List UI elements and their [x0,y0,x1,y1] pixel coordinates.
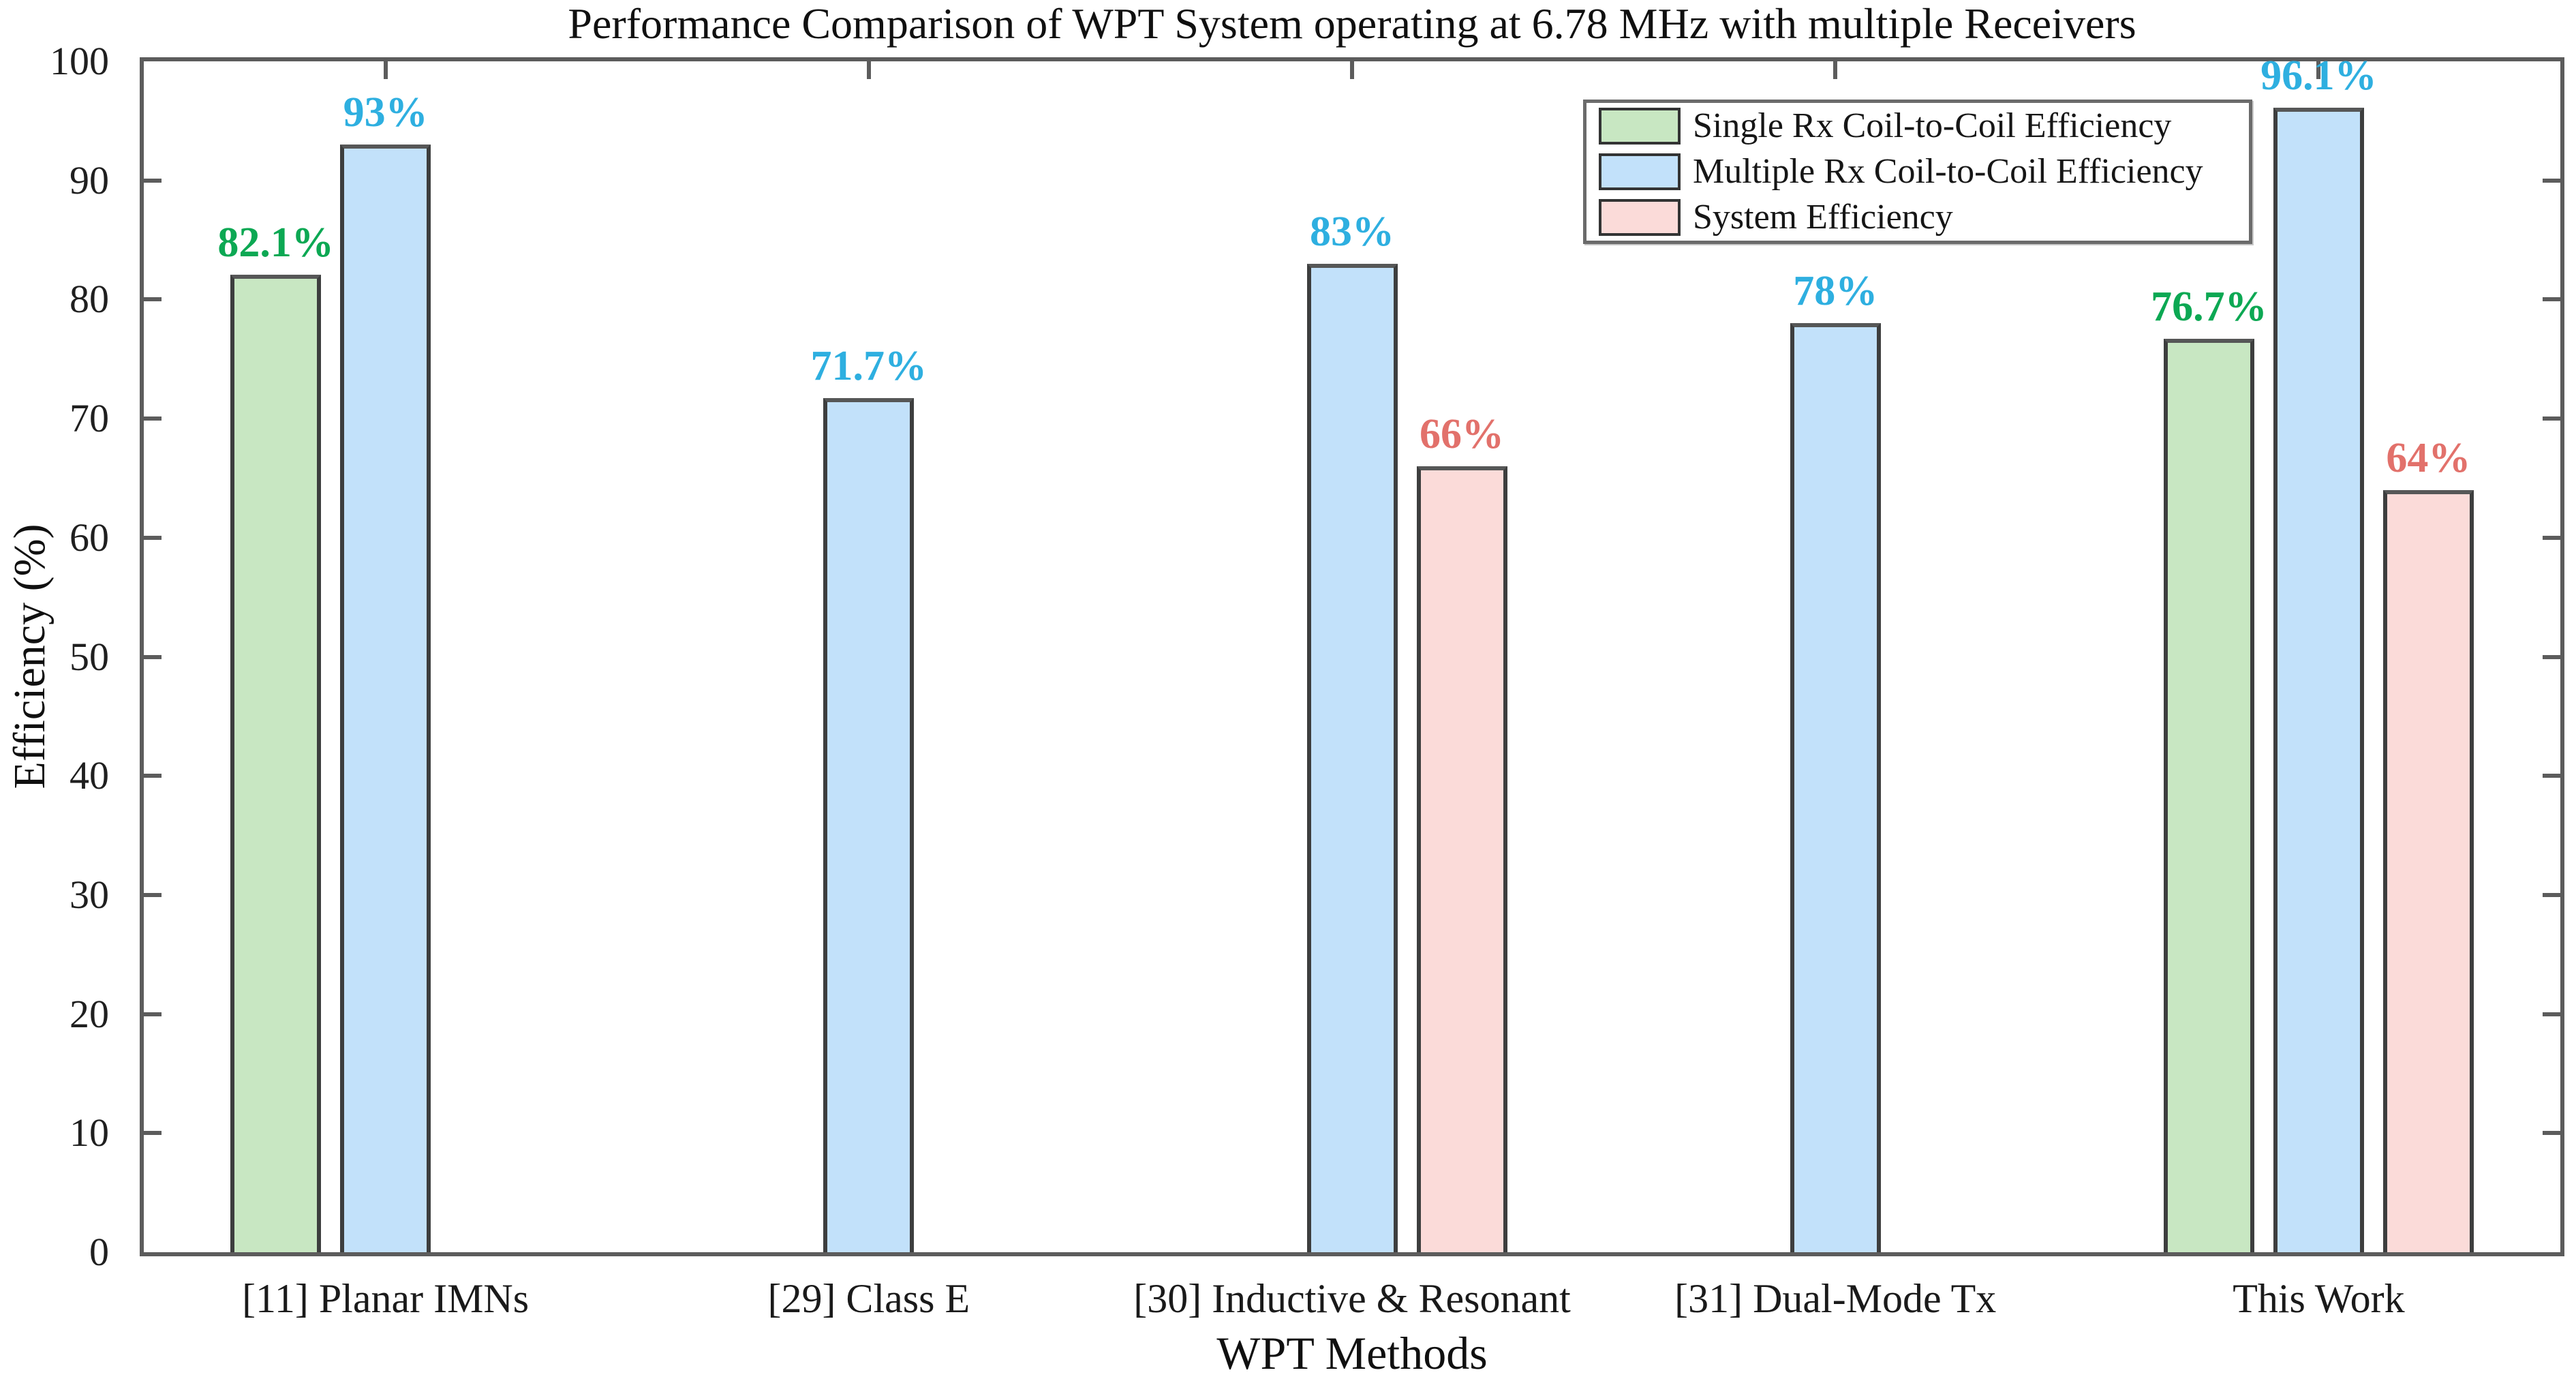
y-tick-mark [2543,1012,2560,1016]
bar-single [230,274,322,1252]
y-tick-label: 40 [70,753,109,798]
y-tick-mark [2543,654,2560,659]
y-tick-mark [144,892,162,897]
legend-item-single: Single Rx Coil-to-Coil Efficiency [1586,104,2249,149]
bar-value-label: 71.7% [810,343,927,390]
y-tick-label: 30 [70,872,109,917]
y-tick-label: 100 [50,39,109,83]
y-tick-mark [2543,774,2560,778]
legend-swatch-multiple-rx [1599,153,1681,190]
x-tick-mark [383,61,388,79]
bar-single [2163,339,2254,1252]
bar-value-label: 96.1% [2260,52,2377,100]
y-tick-mark [144,1131,162,1136]
bar-value-label: 76.7% [2151,284,2267,331]
bar-value-label: 64% [2386,434,2471,481]
y-tick-label: 20 [70,991,109,1036]
bar-value-label: 82.1% [217,219,334,266]
bar-multiple [1790,323,1881,1252]
bar-multiple [823,398,915,1252]
y-tick-mark [144,178,162,183]
x-category-label: [30] Inductive & Resonant [1133,1276,1571,1321]
y-tick-mark [2543,178,2560,183]
y-tick-mark [2543,297,2560,302]
chart-title: Performance Comparison of WPT System ope… [568,0,2136,48]
y-tick-mark [2543,1131,2560,1136]
y-tick-mark [2543,416,2560,421]
legend-item-system: System Efficiency [1586,195,2249,240]
x-axis-title: WPT Methods [1216,1327,1488,1379]
x-category-label: [31] Dual-Mode Tx [1674,1276,1997,1321]
legend-swatch-system [1599,199,1681,236]
y-tick-label: 90 [70,157,109,202]
bar-value-label: 83% [1310,208,1394,255]
x-category-label: [11] Planar IMNs [242,1276,530,1321]
legend-label-single-rx: Single Rx Coil-to-Coil Efficiency [1693,106,2172,145]
legend: Single Rx Coil-to-Coil Efficiency Multip… [1583,100,2252,244]
y-tick-label: 80 [70,277,109,322]
y-tick-mark [144,297,162,302]
bar-value-label: 93% [343,89,428,136]
bar-multiple [2273,108,2364,1252]
x-tick-mark [1350,61,1354,79]
y-tick-mark [2543,535,2560,540]
y-tick-mark [144,1012,162,1016]
legend-label-system: System Efficiency [1693,198,1953,237]
y-tick-mark [144,654,162,659]
bar-system [2382,489,2474,1252]
y-tick-label: 50 [70,634,109,679]
x-category-label: This Work [2233,1276,2405,1321]
legend-label-multiple-rx: Multiple Rx Coil-to-Coil Efficiency [1693,152,2203,191]
bar-value-label: 66% [1420,410,1504,457]
bar-value-label: 78% [1793,268,1878,315]
y-tick-label: 60 [70,515,109,560]
bar-multiple [340,145,431,1252]
y-tick-mark [144,774,162,778]
y-tick-mark [144,416,162,421]
x-tick-mark [2316,61,2321,79]
legend-item-multiple: Multiple Rx Coil-to-Coil Efficiency [1586,149,2249,194]
y-tick-label: 70 [70,396,109,441]
x-category-label: [29] Class E [767,1276,970,1321]
x-tick-mark [1833,61,1838,79]
y-tick-mark [144,535,162,540]
y-tick-mark [2543,892,2560,897]
x-tick-mark [866,61,871,79]
bar-multiple [1306,264,1398,1252]
legend-swatch-single-rx [1599,108,1681,145]
y-tick-label: 10 [70,1110,109,1155]
bar-system [1416,466,1507,1252]
y-tick-label: 0 [89,1230,109,1274]
plot-area [140,57,2564,1256]
